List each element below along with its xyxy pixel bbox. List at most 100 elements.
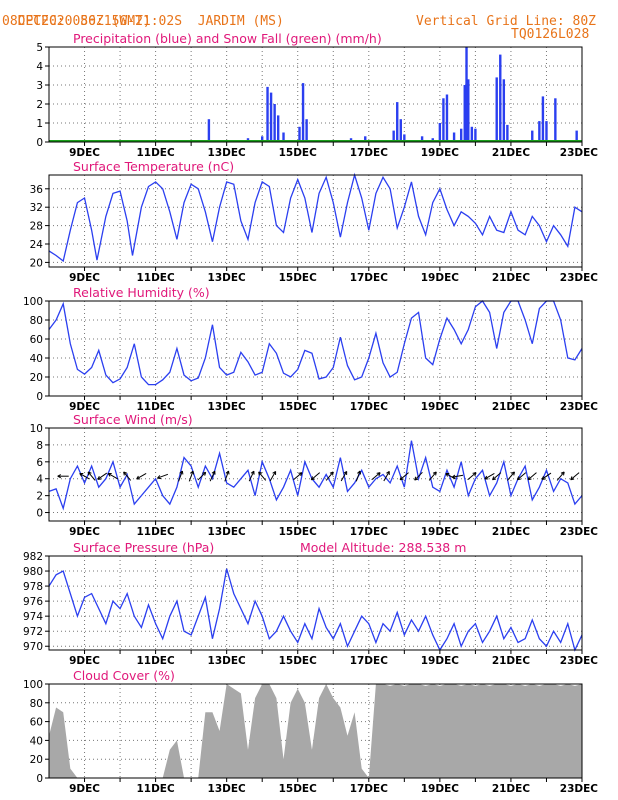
precip-bar [467,79,470,142]
wind-arrow-head [414,478,419,481]
x-tick-label: 23DEC [560,783,599,795]
wind-arrow [428,471,437,481]
y-tick-label: 2 [36,99,43,111]
wind-arrow [383,471,390,482]
x-tick-label: 13DEC [208,526,247,538]
wind-arrow [197,471,207,481]
y-tick-label: 100 [23,296,43,308]
y-tick-label: 0 [36,508,43,520]
wind-arrow-head [211,470,216,474]
wind-arrow [527,472,537,481]
y-tick-label: 10 [30,423,43,435]
x-tick-label: 17DEC [350,526,389,538]
y-tick-label: 970 [23,641,43,653]
cloud-area [49,684,582,778]
precip-bar [438,123,442,142]
wind-arrow-head [311,478,315,481]
y-tick-label: 0 [36,773,43,785]
y-tick-label: 80 [30,698,43,710]
precip-bar [465,47,468,142]
wind-arrow-head [179,470,183,474]
panel-title-cloud: Cloud Cover (%) [73,668,175,683]
precip-bar [261,136,264,142]
wind-arrow [414,471,423,481]
wind-arrow-head [472,472,477,474]
wind-arrow [87,471,96,481]
rh-line [48,300,583,386]
y-tick-label: 2 [36,491,43,503]
y-tick-label: 4 [36,61,43,73]
x-tick-label: 15DEC [279,655,318,667]
y-tick-label: 5 [36,42,43,54]
precip-bar [276,115,280,142]
x-tick-label: 17DEC [350,272,389,284]
y-tick-label: 32 [30,202,43,214]
x-tick-label: 15DEC [279,526,318,538]
wind-arrow-head [157,477,162,480]
wind-arrow-head [87,471,90,476]
precip-bar [499,54,502,142]
panel-title-wind: Surface Wind (m/s) [73,412,193,427]
wind-arrow-head [400,478,404,481]
y-tick-label: 0 [36,391,43,403]
y-tick-label: 20 [30,372,43,384]
panel-frame-temp [48,174,583,268]
wind-arrow [467,472,477,481]
precip-bar [459,128,463,142]
wind-arrow-head [123,471,125,476]
wind-line [48,440,583,511]
precip-bar [282,132,285,142]
y-tick-label: 0 [36,137,43,149]
x-tick-label: 11DEC [136,401,175,413]
wind-arrow-head [386,471,390,474]
precip-bar [442,98,445,142]
x-tick-label: 9DEC [69,147,100,159]
precip-bar [266,86,269,142]
y-tick-label: 28 [30,221,43,233]
x-tick-label: 23DEC [560,401,599,413]
wind-arrow-head [258,471,260,476]
precip-bar [273,104,276,142]
wind-arrow [310,472,321,481]
x-tick-label: 9DEC [69,783,100,795]
y-tick-label: 4 [36,474,43,486]
wind-arrow-head [527,478,532,481]
x-tick-label: 21DEC [492,401,531,413]
source-label: CPTEC: [17,14,65,29]
y-tick-label: 60 [30,334,43,346]
precip-bar [545,121,548,142]
precip-bar [531,130,534,142]
wind-arrow [452,474,464,478]
panel-frame-pressure [48,555,583,651]
x-tick-label: 11DEC [136,147,175,159]
wind-arrow-head [492,478,497,481]
x-tick-label: 19DEC [421,147,460,159]
wind-arrow [123,471,132,481]
y-tick-label: 20 [30,754,43,766]
wind-arrow-head [272,471,276,474]
panel-frame-wind [48,427,583,522]
x-tick-label: 13DEC [208,272,247,284]
precip-bar [301,83,305,142]
wind-arrow-head [329,471,334,474]
wind-arrow [399,472,409,481]
y-tick-label: 40 [30,353,43,365]
precip-bar [502,79,506,142]
x-tick-label: 9DEC [69,272,100,284]
wind-arrow-head [202,471,206,474]
x-tick-label: 9DEC [69,401,100,413]
x-tick-label: 21DEC [492,655,531,667]
wind-arrow-head [190,470,194,474]
wind-arrow-head [298,472,303,474]
wind-arrow [492,472,502,481]
x-tick-label: 17DEC [350,401,389,413]
x-tick-label: 19DEC [421,655,460,667]
y-tick-label: 978 [23,581,43,593]
wind-arrow [209,470,216,482]
precip-bar [541,96,545,142]
y-tick-label: 972 [23,626,43,638]
precip-bar [298,126,301,142]
wind-arrow [248,470,255,482]
y-tick-label: 3 [36,80,43,92]
